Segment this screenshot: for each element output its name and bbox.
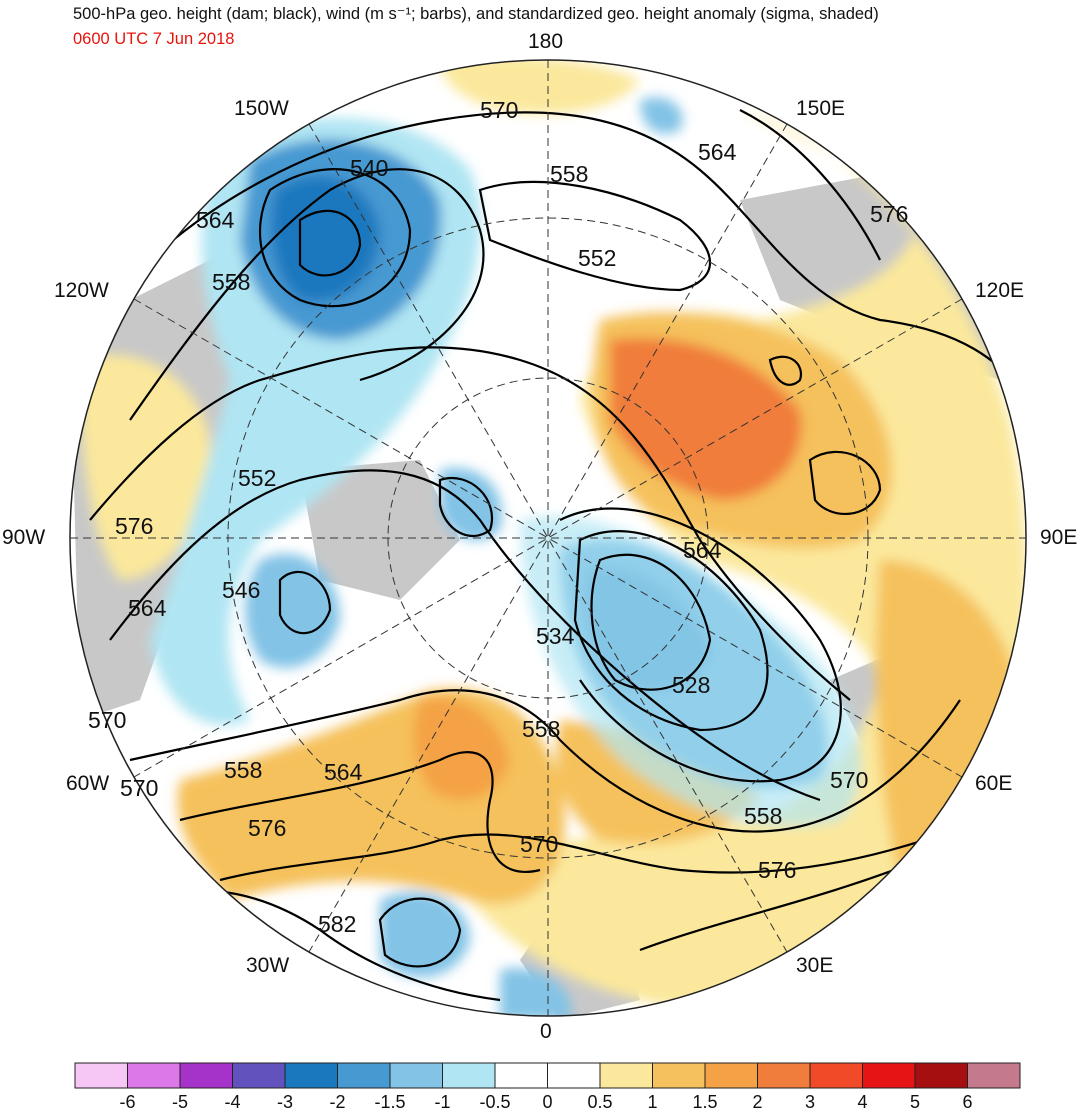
colorbar-tick-label: -1.5 bbox=[374, 1092, 406, 1112]
valid-time: 0600 UTC 7 Jun 2018 bbox=[73, 30, 235, 48]
contour-label: 558 bbox=[224, 757, 262, 783]
colorbar-box bbox=[284, 1062, 338, 1089]
anomaly-fields bbox=[80, 60, 1026, 1016]
colorbar-box bbox=[442, 1062, 496, 1089]
colorbar-tick-label: -0.5 bbox=[479, 1092, 511, 1112]
lon-label-150w: 150W bbox=[234, 97, 289, 120]
contour-label: 540 bbox=[350, 155, 388, 181]
contour-label: 570 bbox=[520, 831, 558, 857]
colorbar-tick-label: -2 bbox=[329, 1092, 346, 1112]
colorbar-box bbox=[127, 1062, 181, 1089]
colorbar-box bbox=[179, 1062, 233, 1089]
contour-label: 558 bbox=[550, 161, 588, 187]
lon-label-120w: 120W bbox=[54, 279, 109, 302]
colorbar-box bbox=[809, 1062, 863, 1089]
colorbar-box bbox=[547, 1062, 601, 1089]
contour-label: 570 bbox=[120, 775, 158, 801]
contour-label: 558 bbox=[522, 716, 560, 742]
contour-label: 570 bbox=[830, 767, 868, 793]
lon-label-180: 180 bbox=[528, 30, 564, 53]
contour-label: 576 bbox=[248, 815, 286, 841]
map-title: 500-hPa geo. height (dam; black), wind (… bbox=[73, 5, 879, 23]
contour-label: 570 bbox=[480, 97, 518, 123]
colorbar bbox=[74, 1062, 1021, 1089]
colorbar-box bbox=[389, 1062, 443, 1089]
colorbar-tick-label: 0.5 bbox=[587, 1092, 613, 1112]
contour-label: 528 bbox=[672, 672, 710, 698]
lon-label-30e: 30E bbox=[796, 954, 834, 977]
colorbar-box bbox=[967, 1062, 1021, 1089]
contour-label: 582 bbox=[318, 911, 356, 937]
lon-label-0: 0 bbox=[540, 1020, 552, 1043]
contour-label: 564 bbox=[128, 595, 167, 621]
colorbar-box bbox=[232, 1062, 286, 1089]
colorbar-box bbox=[337, 1062, 391, 1089]
colorbar-box bbox=[704, 1062, 758, 1089]
colorbar-tick-label: -4 bbox=[224, 1092, 241, 1112]
colorbar-box bbox=[862, 1062, 916, 1089]
contour-label: 564 bbox=[196, 207, 235, 233]
lon-label-120e: 120E bbox=[975, 279, 1025, 302]
colorbar-tick-label: -6 bbox=[119, 1092, 136, 1112]
map-boundary bbox=[69, 59, 1027, 1017]
height-contours bbox=[89, 109, 1026, 1002]
colorbar-tick-label: 0 bbox=[542, 1092, 553, 1112]
contour-label: 558 bbox=[744, 803, 782, 829]
colorbar-box bbox=[757, 1062, 811, 1089]
contour-label: 564 bbox=[698, 139, 737, 165]
colorbar-box bbox=[652, 1062, 706, 1089]
colorbar-box bbox=[599, 1062, 653, 1089]
contour-label: 546 bbox=[222, 577, 260, 603]
colorbar-tick-label: 3 bbox=[804, 1092, 816, 1112]
lon-label-90e: 90E bbox=[1040, 526, 1078, 549]
contour-label: 558 bbox=[212, 269, 250, 295]
lon-label-150e: 150E bbox=[796, 97, 846, 120]
colorbar-tick-label: 5 bbox=[909, 1092, 921, 1112]
colorbar-box bbox=[914, 1062, 968, 1089]
anomaly-shading bbox=[70, 60, 1026, 1016]
graticule bbox=[70, 60, 1026, 1016]
contour-label: 564 bbox=[683, 537, 722, 563]
colorbar-box bbox=[74, 1062, 128, 1089]
contour-label: 564 bbox=[324, 759, 363, 785]
contour-label: 552 bbox=[578, 245, 616, 271]
lon-label-30w: 30W bbox=[246, 954, 290, 977]
contour-label: 576 bbox=[115, 513, 153, 539]
colorbar-tick-label: 6 bbox=[962, 1092, 973, 1112]
contour-label: 534 bbox=[536, 623, 575, 649]
colorbar-box bbox=[494, 1062, 548, 1089]
colorbar-tick-label: -3 bbox=[276, 1092, 294, 1112]
colorbar-tick-label: 4 bbox=[857, 1092, 868, 1112]
colorbar-tick-label: 2 bbox=[752, 1092, 763, 1112]
lon-label-60w: 60W bbox=[66, 772, 110, 795]
contour-label: 570 bbox=[88, 707, 126, 733]
colorbar-tick-label: -5 bbox=[171, 1092, 189, 1112]
colorbar-tick-label: 1 bbox=[647, 1092, 658, 1112]
contour-label: 576 bbox=[870, 201, 908, 227]
lon-label-60e: 60E bbox=[975, 772, 1013, 795]
lon-label-90w: 90W bbox=[2, 526, 46, 549]
colorbar-tick-label: -1 bbox=[434, 1092, 451, 1112]
colorbar-tick-label: 1.5 bbox=[692, 1092, 718, 1112]
contour-label: 576 bbox=[758, 857, 796, 883]
contour-label: 552 bbox=[238, 465, 276, 491]
contour-label-group: 570 564 558 540 564 552 558 576 552 576 … bbox=[88, 97, 908, 937]
